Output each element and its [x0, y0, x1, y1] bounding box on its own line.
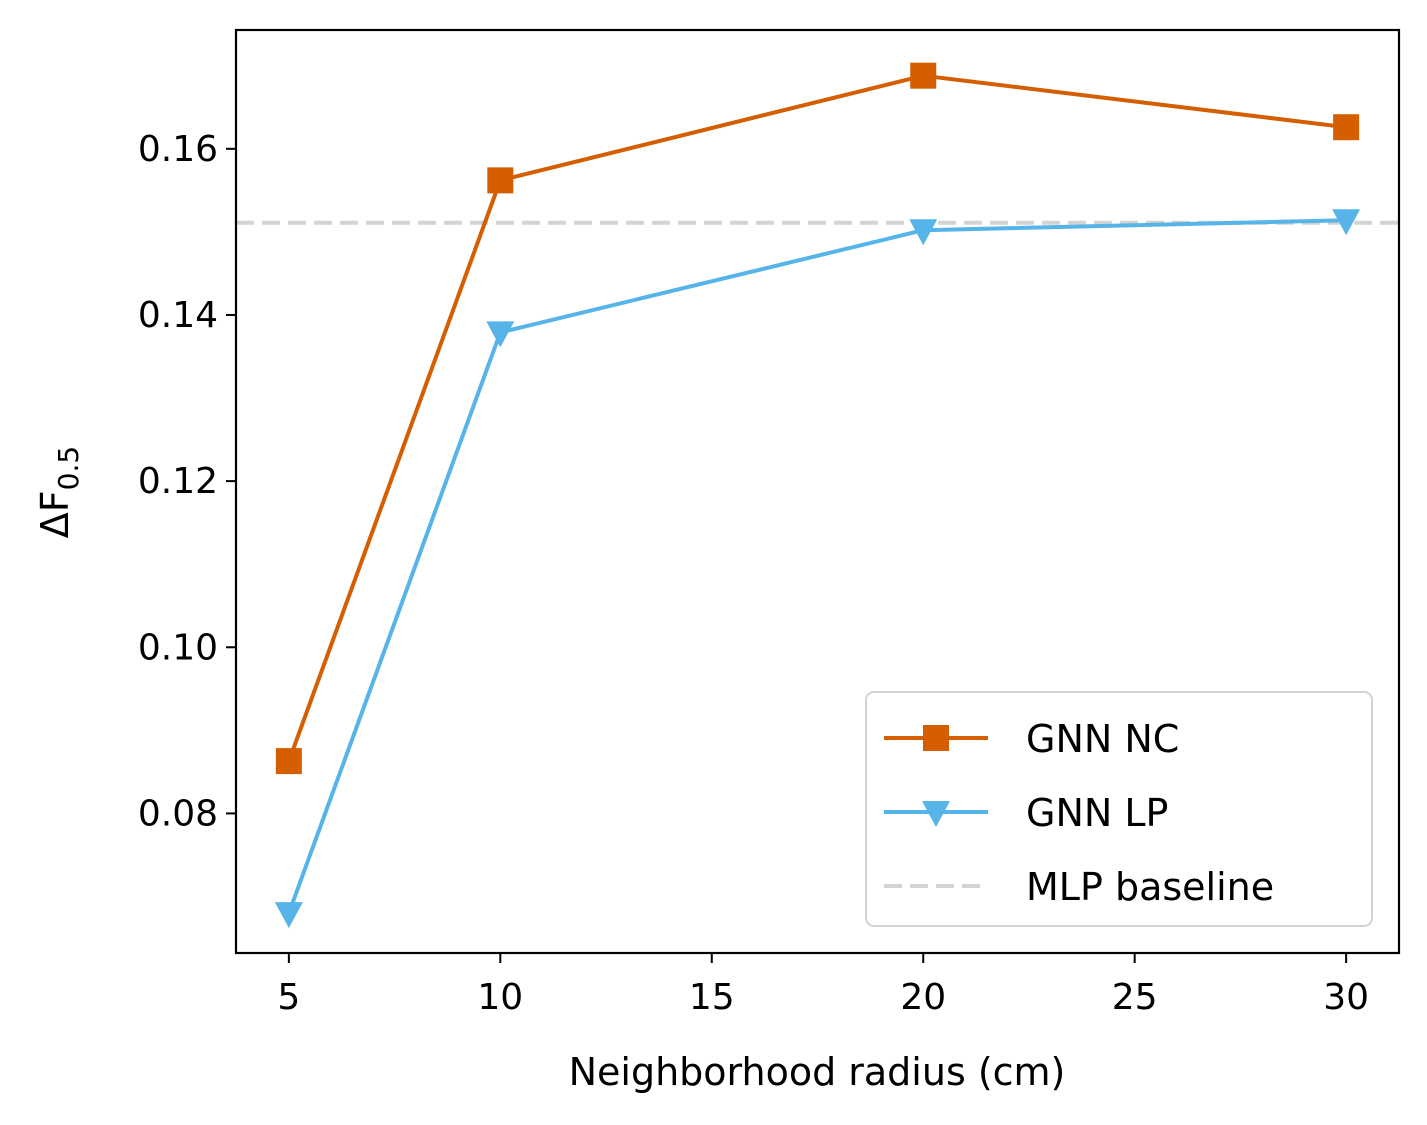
x-tick-label: 30 — [1323, 977, 1369, 1018]
y-tick-label: 0.10 — [138, 627, 218, 668]
y-axis-title: ΔF0.5 — [33, 446, 85, 538]
x-axis: 5 10 15 20 25 30 — [277, 953, 1369, 1018]
y-tick-label: 0.14 — [138, 295, 218, 336]
gnn-nc-data-point — [275, 748, 302, 775]
gnn-nc-data-point — [910, 62, 937, 89]
y-tick-label: 0.08 — [138, 793, 218, 834]
x-tick-label: 20 — [900, 977, 946, 1018]
legend-entries: GNN NC GNN LP MLP baseline — [884, 717, 1274, 909]
x-axis-title: Neighborhood radius (cm) — [569, 1050, 1066, 1094]
plot-frame — [234, 28, 1401, 955]
legend-mlp-baseline-label: MLP baseline — [1026, 865, 1274, 909]
gnn-lp-data-point — [909, 219, 938, 246]
gnn-nc-series-line — [286, 73, 1347, 762]
gnn-lp-data-point — [486, 321, 515, 348]
x-tick-label: 15 — [689, 977, 735, 1018]
legend-gnn-lp-marker — [922, 801, 950, 827]
gnn-lp-data-point — [1332, 209, 1361, 236]
legend-gnn-nc-label: GNN NC — [1026, 717, 1179, 761]
x-tick-label: 10 — [477, 977, 523, 1018]
y-axis: 0.08 0.10 0.12 0.14 0.16 — [138, 129, 236, 834]
y-tick-label: 0.16 — [138, 129, 218, 170]
series-layer — [236, 62, 1399, 929]
y-axis-title-main: ΔF — [33, 490, 77, 538]
gnn-lp-series-line — [286, 218, 1347, 914]
gnn-lp-data-point — [274, 902, 303, 929]
y-axis-title-subscript: 0.5 — [52, 446, 85, 491]
legend-box — [865, 691, 1373, 927]
x-tick-label: 5 — [277, 977, 300, 1018]
x-tick-label: 25 — [1112, 977, 1158, 1018]
legend-gnn-nc-marker — [923, 725, 949, 751]
legend-gnn-lp-label: GNN LP — [1026, 791, 1168, 835]
legend: GNN NC GNN LP MLP baseline — [865, 691, 1373, 927]
y-tick-label: 0.12 — [138, 461, 218, 502]
gnn-nc-data-point — [1333, 114, 1360, 141]
gnn-nc-data-point — [487, 167, 514, 194]
